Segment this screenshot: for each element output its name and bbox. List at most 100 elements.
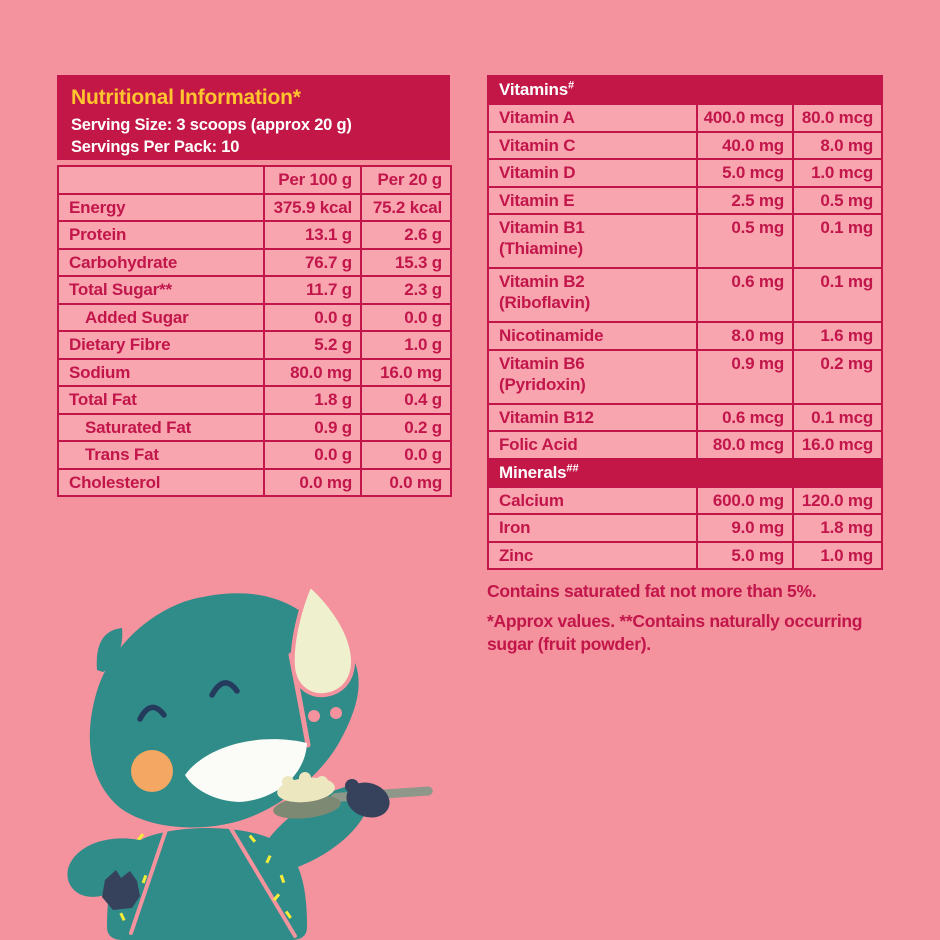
per-20g-value-cell: 0.5 mg [791,185,884,215]
per-20g-value-cell: 80.0 mcg [791,103,884,133]
nutrient-label-cell: Vitamin A [487,103,698,133]
rhino-head-tuft [194,598,214,638]
per-20g-value-cell: 0.2 mg [791,348,884,405]
vitamins-minerals-table-body: Vitamins# Vitamin A 400.0 mcg 80.0 mcg Vitam… [486,75,884,570]
per-20g-value-cell: 0.2 g [360,412,452,442]
per-20g-value-cell: 2.3 g [360,275,452,305]
per-100g-value-cell: 0.9 g [263,412,362,442]
servings-per-pack-text: Servings Per Pack: 10 [71,137,240,156]
rhino-right-eye [209,680,240,698]
nutrient-label-cell: Sodium [57,357,265,387]
per-100g-value-cell: 40.0 mg [696,130,794,160]
per-20g-value-cell: 0.0 mg [360,467,452,497]
per-100g-value-cell: 80.0 mcg [696,430,794,460]
nutrient-label-cell: Vitamin B12 [487,402,698,432]
per-20g-value-cell: 0.0 g [360,302,452,332]
per-20g-value-cell: 1.8 mg [791,513,884,543]
nutrition-table-body: Energy 375.9 kcal 75.2 kcal Protein 13.1 g 2.… [57,192,452,497]
table-row: Vitamin B12 0.6 mcg 0.1 mcg [487,402,884,432]
nutrient-label-cell: Vitamin D [487,158,698,188]
nutrient-label-cell: Saturated Fat [57,412,265,442]
per-100g-value-cell: 11.7 g [263,275,362,305]
table-row: Vitamin C 40.0 mg 8.0 mg [487,130,884,160]
per-100g-value-cell: 375.9 kcal [263,192,362,222]
table-row: Sodium 80.0 mg 16.0 mg [57,357,452,387]
nutrient-label-cell: Carbohydrate [57,247,265,277]
vitamins-minerals-panel: Vitamins# Vitamin A 400.0 mcg 80.0 mcg Vitam… [486,75,884,662]
nutrient-label-cell: Vitamin E [487,185,698,215]
table-row: Zinc 5.0 mg 1.0 mg [487,540,884,570]
nutrient-label-cell: Vitamin B6 (Pyridoxin) [487,348,698,405]
per-100g-value-cell: 0.5 mg [696,213,794,269]
footnote-saturated-fat: Contains saturated fat not more than 5%. [487,581,817,601]
per-20g-value-cell: 1.6 mg [791,321,884,351]
serving-size-text: Serving Size: 3 scoops (approx 20 g) [71,116,352,134]
rhino-vest-right-seam [225,820,297,938]
footnotes-block: Contains saturated fat not more than 5%.… [487,580,881,655]
nutrient-label-cell: Total Fat [57,385,265,415]
per-20g-value-cell: 0.1 mg [791,213,884,269]
section-header-superscript: # [567,79,575,92]
section-header-superscript: ## [566,461,579,474]
nutrient-label-cell: Cholesterol [57,467,265,497]
rhino-left-arm [67,838,151,897]
section-header-label: Minerals [499,462,567,482]
nutrient-label-cell: Trans Fat [57,440,265,470]
per-20g-value-cell: 0.0 g [360,440,452,470]
nutrient-label-cell: Calcium [487,485,698,515]
rhino-right-arm [261,787,369,868]
nutrient-label-cell: Iron [487,513,698,543]
nutritional-information-header: Nutritional Information* Serving Size: 3… [57,75,450,160]
rhino-left-eye [137,704,167,722]
per-100g-value-cell: 0.6 mcg [696,402,794,432]
per-100g-value-cell: 400.0 mcg [696,103,794,133]
rhino-horn [290,583,355,698]
section-header-cell: Minerals## [486,457,884,488]
per-20g-column-header: Per 20 g [360,165,452,195]
rhino-cheek [131,750,173,792]
nutrient-sublabel: (Pyridoxin) [499,374,586,394]
per-20g-value-cell: 0.4 g [360,385,452,415]
table-row: Total Fat 1.8 g 0.4 g [57,385,452,415]
table-row: Cholesterol 0.0 mg 0.0 mg [57,467,452,497]
rhino-right-fist [345,779,390,818]
nutrition-table: Per 100 g Per 20 g Energy 375.9 kcal 75.2 … [57,165,452,497]
per-100g-value-cell: 5.2 g [263,330,362,360]
table-row: Iron 9.0 mg 1.8 mg [487,513,884,543]
per-100g-value-cell: 0.6 mg [696,267,794,323]
per-20g-value-cell: 1.0 mcg [791,158,884,188]
per-20g-value-cell: 1.0 g [360,330,452,360]
per-100g-value-cell: 13.1 g [263,220,362,250]
table-row: Dietary Fibre 5.2 g 1.0 g [57,330,452,360]
per-20g-value-cell: 2.6 g [360,220,452,250]
per-20g-value-cell: 8.0 mg [791,130,884,160]
nutrient-label-cell: Protein [57,220,265,250]
rhino-left-fist [102,870,140,910]
per-100g-value-cell: 0.0 g [263,440,362,470]
vest-flecks [119,833,292,922]
rhino-smile [185,739,307,802]
per-100g-value-cell: 76.7 g [263,247,362,277]
per-100g-value-cell: 2.5 mg [696,185,794,215]
nutrient-label-cell: Total Sugar** [57,275,265,305]
rhino-mascot-illustration [67,583,433,940]
table-row: Protein 13.1 g 2.6 g [57,220,452,250]
nutrient-label-cell: Energy [57,192,265,222]
nutrient-label-cell: Vitamin B2 (Riboflavin) [487,267,698,323]
per-20g-value-cell: 120.0 mg [791,485,884,515]
per-100g-column-header: Per 100 g [263,165,362,195]
table-row: Added Sugar 0.0 g 0.0 g [57,302,452,332]
per-20g-value-cell: 15.3 g [360,247,452,277]
table-row: Trans Fat 0.0 g 0.0 g [57,440,452,470]
section-header-row: Minerals## [486,457,884,488]
nutrient-sublabel: (Thiamine) [499,239,583,259]
per-100g-value-cell: 0.0 mg [263,467,362,497]
per-100g-value-cell: 5.0 mcg [696,158,794,188]
per-20g-value-cell: 75.2 kcal [360,192,452,222]
table-row: Calcium 600.0 mg 120.0 mg [487,485,884,515]
rhino-vest-left-seam [129,816,172,935]
per-100g-value-cell: 80.0 mg [263,357,362,387]
nutrient-label-cell: Vitamin C [487,130,698,160]
table-row: Vitamin E 2.5 mg 0.5 mg [487,185,884,215]
